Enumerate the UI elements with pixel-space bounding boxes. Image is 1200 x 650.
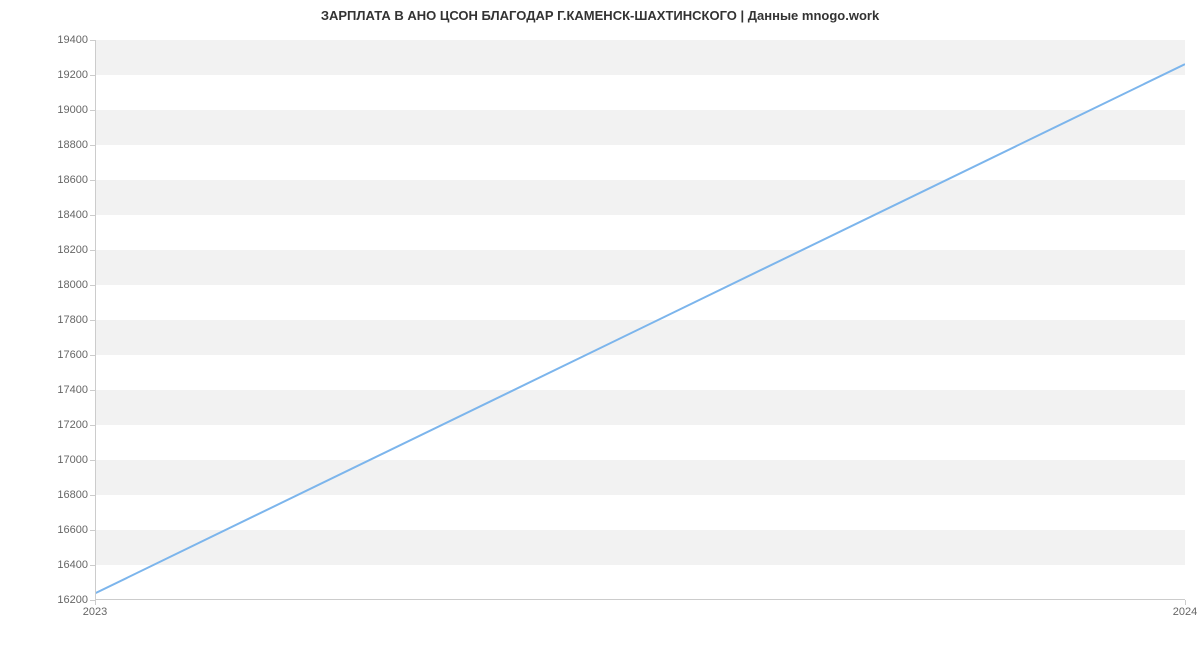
y-tick-mark (90, 145, 95, 146)
chart-title: ЗАРПЛАТА В АНО ЦСОН БЛАГОДАР Г.КАМЕНСК-Ш… (0, 8, 1200, 23)
y-axis-line (95, 40, 96, 600)
y-tick-mark (90, 250, 95, 251)
y-tick-label: 18800 (8, 139, 88, 151)
y-tick-mark (90, 495, 95, 496)
y-tick-label: 19200 (8, 69, 88, 81)
y-tick-mark (90, 285, 95, 286)
grid-band (95, 40, 1185, 75)
y-tick-mark (90, 460, 95, 461)
y-tick-label: 16800 (8, 489, 88, 501)
y-tick-label: 17800 (8, 314, 88, 326)
y-tick-mark (90, 40, 95, 41)
x-axis-line (95, 599, 1185, 600)
y-tick-mark (90, 110, 95, 111)
y-tick-mark (90, 75, 95, 76)
y-tick-mark (90, 530, 95, 531)
grid-band (95, 180, 1185, 215)
y-tick-label: 16600 (8, 524, 88, 536)
x-tick-label: 2023 (83, 606, 107, 618)
x-tick-mark (1185, 600, 1186, 605)
y-tick-mark (90, 180, 95, 181)
y-tick-label: 19400 (8, 34, 88, 46)
y-tick-label: 18200 (8, 244, 88, 256)
y-tick-label: 17600 (8, 349, 88, 361)
y-tick-mark (90, 320, 95, 321)
grid-band (95, 110, 1185, 145)
y-tick-mark (90, 215, 95, 216)
y-tick-mark (90, 425, 95, 426)
y-tick-label: 16400 (8, 559, 88, 571)
y-tick-label: 17000 (8, 454, 88, 466)
y-tick-mark (90, 390, 95, 391)
y-tick-label: 18600 (8, 174, 88, 186)
grid-band (95, 460, 1185, 495)
x-tick-label: 2024 (1173, 606, 1197, 618)
y-tick-mark (90, 355, 95, 356)
y-tick-mark (90, 565, 95, 566)
grid-band (95, 530, 1185, 565)
line-chart: ЗАРПЛАТА В АНО ЦСОН БЛАГОДАР Г.КАМЕНСК-Ш… (0, 0, 1200, 650)
grid-band (95, 250, 1185, 285)
y-tick-label: 16200 (8, 594, 88, 606)
y-tick-label: 18000 (8, 279, 88, 291)
grid-band (95, 320, 1185, 355)
y-tick-label: 19000 (8, 104, 88, 116)
y-tick-label: 17200 (8, 419, 88, 431)
grid-band (95, 390, 1185, 425)
y-tick-label: 18400 (8, 209, 88, 221)
y-tick-label: 17400 (8, 384, 88, 396)
plot-area (95, 40, 1185, 600)
x-tick-mark (95, 600, 96, 605)
